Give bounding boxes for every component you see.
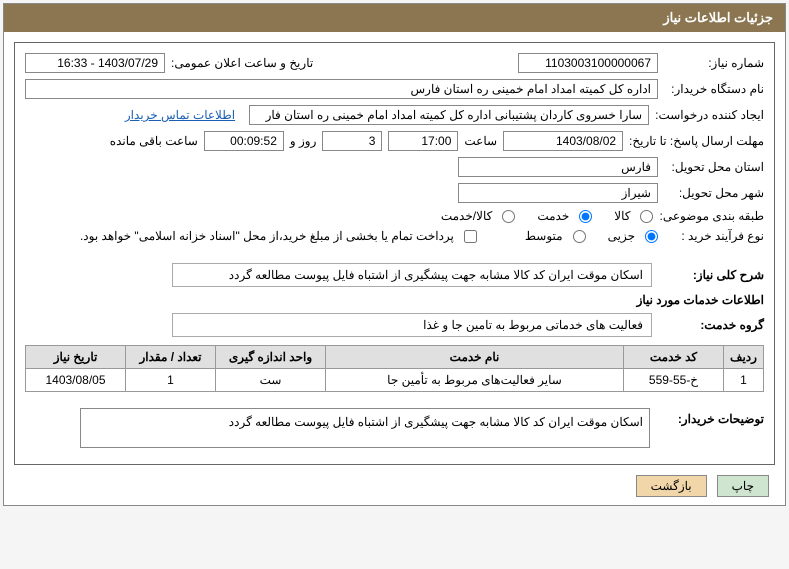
remaining-time: 00:09:52 xyxy=(204,131,284,151)
need-number-value: 1103003100000067 xyxy=(518,53,658,73)
th-name: نام خدمت xyxy=(326,346,624,369)
th-unit: واحد اندازه گیری xyxy=(216,346,326,369)
page-title: جزئیات اطلاعات نیاز xyxy=(4,4,785,32)
province-label: استان محل تحویل: xyxy=(664,160,764,174)
city-label: شهر محل تحویل: xyxy=(664,186,764,200)
radio-medium[interactable] xyxy=(573,230,586,243)
th-date: تاریخ نیاز xyxy=(26,346,126,369)
radio-medium-label: متوسط xyxy=(525,229,563,243)
buyer-org-label: نام دستگاه خریدار: xyxy=(664,82,764,96)
payment-note: پرداخت تمام یا بخشی از مبلغ خرید،از محل … xyxy=(80,229,454,243)
radio-goods-service-label: کالا/خدمت xyxy=(441,209,492,223)
days-value: 3 xyxy=(322,131,382,151)
purchase-type-label: نوع فرآیند خرید : xyxy=(664,229,764,243)
requester-value: سارا خسروی کاردان پشتیبانی اداره کل کمیت… xyxy=(249,105,649,125)
announce-label: تاریخ و ساعت اعلان عمومی: xyxy=(171,56,313,70)
need-desc-value: اسکان موقت ایران کد کالا مشابه جهت پیشگی… xyxy=(172,263,652,287)
need-number-label: شماره نیاز: xyxy=(664,56,764,70)
contact-link[interactable]: اطلاعات تماس خریدار xyxy=(125,108,235,122)
radio-goods-label: کالا xyxy=(614,209,630,223)
requester-label: ایجاد کننده درخواست: xyxy=(655,108,764,122)
radio-minor[interactable] xyxy=(645,230,658,243)
time-label: ساعت xyxy=(464,134,497,148)
buyer-org-value: اداره کل کمیته امداد امام خمینی ره استان… xyxy=(25,79,658,99)
announce-value: 1403/07/29 - 16:33 xyxy=(25,53,165,73)
deadline-time: 17:00 xyxy=(388,131,458,151)
city-value: شیراز xyxy=(458,183,658,203)
radio-service-label: خدمت xyxy=(537,209,569,223)
service-group-label: گروه خدمت: xyxy=(664,318,764,332)
radio-goods[interactable] xyxy=(640,210,653,223)
province-value: فارس xyxy=(458,157,658,177)
payment-checkbox[interactable] xyxy=(464,230,477,243)
radio-service[interactable] xyxy=(579,210,592,223)
th-row: ردیف xyxy=(724,346,764,369)
service-group-value: فعالیت های خدماتی مربوط به تامین جا و غذ… xyxy=(172,313,652,337)
category-label: طبقه بندی موضوعی: xyxy=(659,209,764,223)
deadline-date: 1403/08/02 xyxy=(503,131,623,151)
services-table: ردیف کد خدمت نام خدمت واحد اندازه گیری ت… xyxy=(25,345,764,392)
need-desc-label: شرح کلی نیاز: xyxy=(664,268,764,282)
deadline-label: مهلت ارسال پاسخ: تا تاریخ: xyxy=(629,134,764,148)
th-code: کد خدمت xyxy=(624,346,724,369)
th-qty: تعداد / مقدار xyxy=(126,346,216,369)
buyer-notes-value: اسکان موقت ایران کد کالا مشابه جهت پیشگی… xyxy=(80,408,650,448)
remaining-label: ساعت باقی مانده xyxy=(110,134,198,148)
buyer-notes-label: توضیحات خریدار: xyxy=(664,400,764,426)
print-button[interactable]: چاپ xyxy=(717,475,769,497)
services-info-label: اطلاعات خدمات مورد نیاز xyxy=(637,293,764,307)
radio-goods-service[interactable] xyxy=(502,210,515,223)
back-button[interactable]: بازگشت xyxy=(636,475,707,497)
radio-minor-label: جزیی xyxy=(608,229,635,243)
table-row: 1 خ-55-559 سایر فعالیت‌های مربوط به تأمی… xyxy=(26,369,764,392)
days-and-label: روز و xyxy=(290,134,317,148)
